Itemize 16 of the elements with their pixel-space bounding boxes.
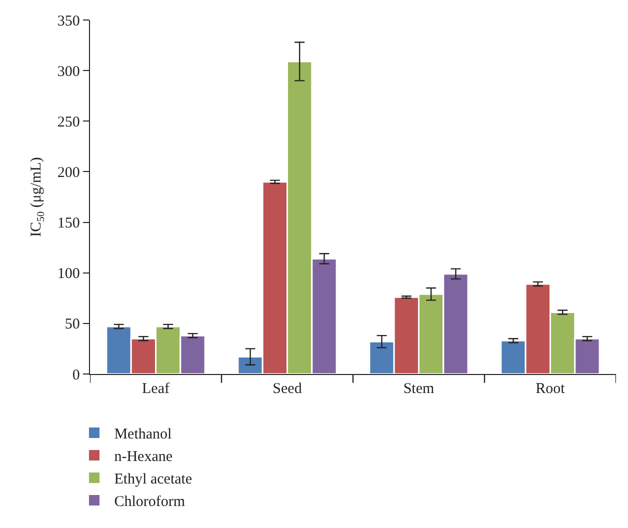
x-tick-label: Root <box>536 381 566 398</box>
y-tick-label: 150 <box>57 216 80 232</box>
y-tick-label: 300 <box>57 64 80 80</box>
legend-label: Chloroform <box>114 494 186 510</box>
y-tick-label: 0 <box>72 367 80 384</box>
x-tick-label: Stem <box>403 381 434 398</box>
y-tick-label: 200 <box>57 164 80 181</box>
x-tick-label: Leaf <box>142 381 170 398</box>
legend-label: Ethyl acetate <box>114 472 192 488</box>
y-tick-label: 100 <box>57 266 80 282</box>
y-tick-label: 350 <box>57 13 80 30</box>
legend-label: n-Hexane <box>114 449 173 466</box>
legend-label: Methanol <box>114 426 172 443</box>
x-tick-label: Seed <box>272 381 302 398</box>
y-tick-label: 50 <box>64 316 80 333</box>
y-tick-label: 250 <box>57 114 80 130</box>
